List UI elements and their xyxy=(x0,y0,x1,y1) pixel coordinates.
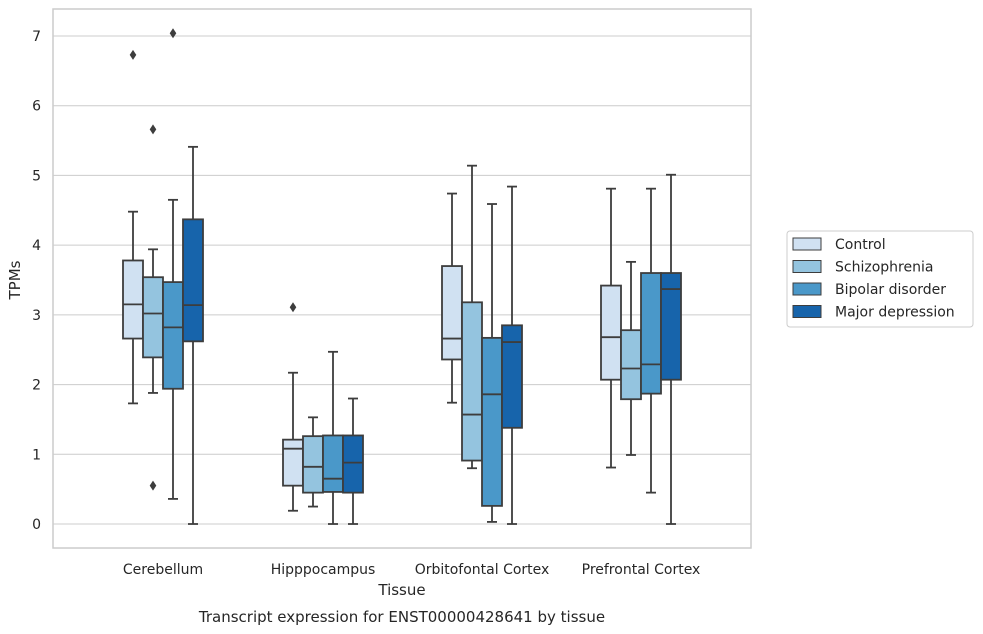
box-iqr xyxy=(501,324,523,429)
x-tick-label: Prefrontal Cortex xyxy=(582,562,701,578)
box-groups xyxy=(122,28,682,525)
box-iqr xyxy=(481,336,503,507)
box-schizophrenia xyxy=(142,124,164,491)
legend-swatch xyxy=(792,260,822,273)
outlier-marker xyxy=(289,302,297,313)
box-major-depression xyxy=(182,145,204,525)
box-iqr xyxy=(282,438,304,487)
legend-swatch xyxy=(792,237,822,251)
y-tick-labels: 0 1 2 3 4 5 6 7 xyxy=(32,29,41,533)
box-iqr xyxy=(342,434,364,494)
box-schizophrenia xyxy=(302,416,324,508)
legend-label: Bipolar disorder xyxy=(835,282,946,298)
box-iqr xyxy=(600,284,622,381)
y-axis-label: TPMs xyxy=(6,260,24,300)
box-schizophrenia xyxy=(461,164,483,470)
x-tick-label: Cerebellum xyxy=(123,562,203,578)
x-tick-label: Hipppocampus xyxy=(271,562,376,578)
y-tick-label: 5 xyxy=(32,168,41,184)
y-tick-label: 4 xyxy=(32,238,41,254)
y-tick-label: 3 xyxy=(32,308,41,324)
legend-label: Major depression xyxy=(835,305,955,321)
box-bipolar-disorder xyxy=(481,203,503,523)
box-control xyxy=(122,49,144,405)
outlier-marker xyxy=(129,49,137,60)
box-iqr xyxy=(182,218,204,343)
box-schizophrenia xyxy=(620,260,642,456)
x-tick-labels: Cerebellum Hipppocampus Orbitofontal Corte… xyxy=(123,562,700,578)
box-iqr xyxy=(322,434,344,493)
y-tick-label: 0 xyxy=(32,517,41,533)
legend-frame xyxy=(786,230,974,328)
chart-caption: Transcript expression for ENST0000042864… xyxy=(198,608,605,626)
box-iqr xyxy=(122,259,144,340)
y-tick-label: 6 xyxy=(32,99,41,115)
legend-label: Control xyxy=(835,237,886,253)
box-control xyxy=(282,302,304,512)
box-bipolar-disorder xyxy=(322,350,344,525)
box-iqr xyxy=(461,301,483,462)
box-iqr xyxy=(302,435,324,494)
outlier-marker xyxy=(149,480,157,491)
box-iqr xyxy=(441,265,463,361)
x-axis-label: Tissue xyxy=(377,581,425,599)
outlier-marker xyxy=(149,124,157,135)
legend-swatch xyxy=(792,305,822,318)
box-control xyxy=(441,192,463,404)
box-iqr xyxy=(660,272,682,381)
plot-frame xyxy=(52,8,752,549)
box-iqr xyxy=(640,272,662,395)
box-major-depression xyxy=(342,397,364,525)
y-tick-label: 7 xyxy=(32,29,41,45)
outlier-marker xyxy=(169,28,177,39)
box-iqr xyxy=(162,281,184,390)
box-major-depression xyxy=(501,185,523,525)
y-tick-label: 2 xyxy=(32,378,41,394)
box-bipolar-disorder xyxy=(640,187,662,494)
box-control xyxy=(600,187,622,469)
y-tick-label: 1 xyxy=(32,447,41,463)
legend: Control Schizophrenia Bipolar disorder Majo… xyxy=(786,230,974,328)
legend-swatch xyxy=(792,282,822,296)
box-bipolar-disorder xyxy=(162,28,184,500)
box-major-depression xyxy=(660,173,682,525)
box-iqr xyxy=(142,276,164,359)
x-tick-label: Orbitofontal Cortex xyxy=(415,562,550,578)
box-iqr xyxy=(620,329,642,401)
legend-label: Schizophrenia xyxy=(835,260,933,276)
